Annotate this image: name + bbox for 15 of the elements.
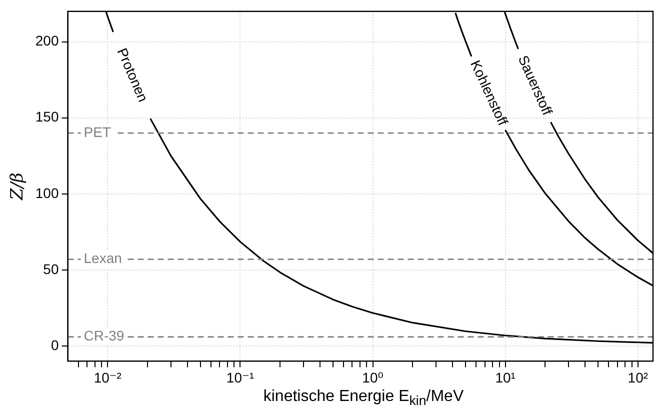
y-tick-label: 150 <box>35 108 59 125</box>
x-tick-label: 10² <box>628 369 648 386</box>
x-tick-label: 10⁻² <box>94 369 122 386</box>
x-tick-label: 10⁰ <box>362 369 384 386</box>
ref-line-label: Lexan <box>84 250 122 266</box>
y-tick-label: 200 <box>35 32 59 49</box>
x-tick-label: 10⁻¹ <box>226 369 254 386</box>
y-tick-label: 0 <box>50 336 59 353</box>
y-tick-label: 100 <box>35 184 59 201</box>
x-axis-title: kinetische Energie E$_{kin}$/MeV <box>262 388 465 408</box>
x-tick-label: 10¹ <box>495 369 516 386</box>
y-axis-title: Z/β <box>8 172 28 201</box>
ref-line-label: CR-39 <box>84 328 124 344</box>
y-tick-label: 50 <box>43 260 59 277</box>
ref-line-label: PET <box>84 124 112 140</box>
